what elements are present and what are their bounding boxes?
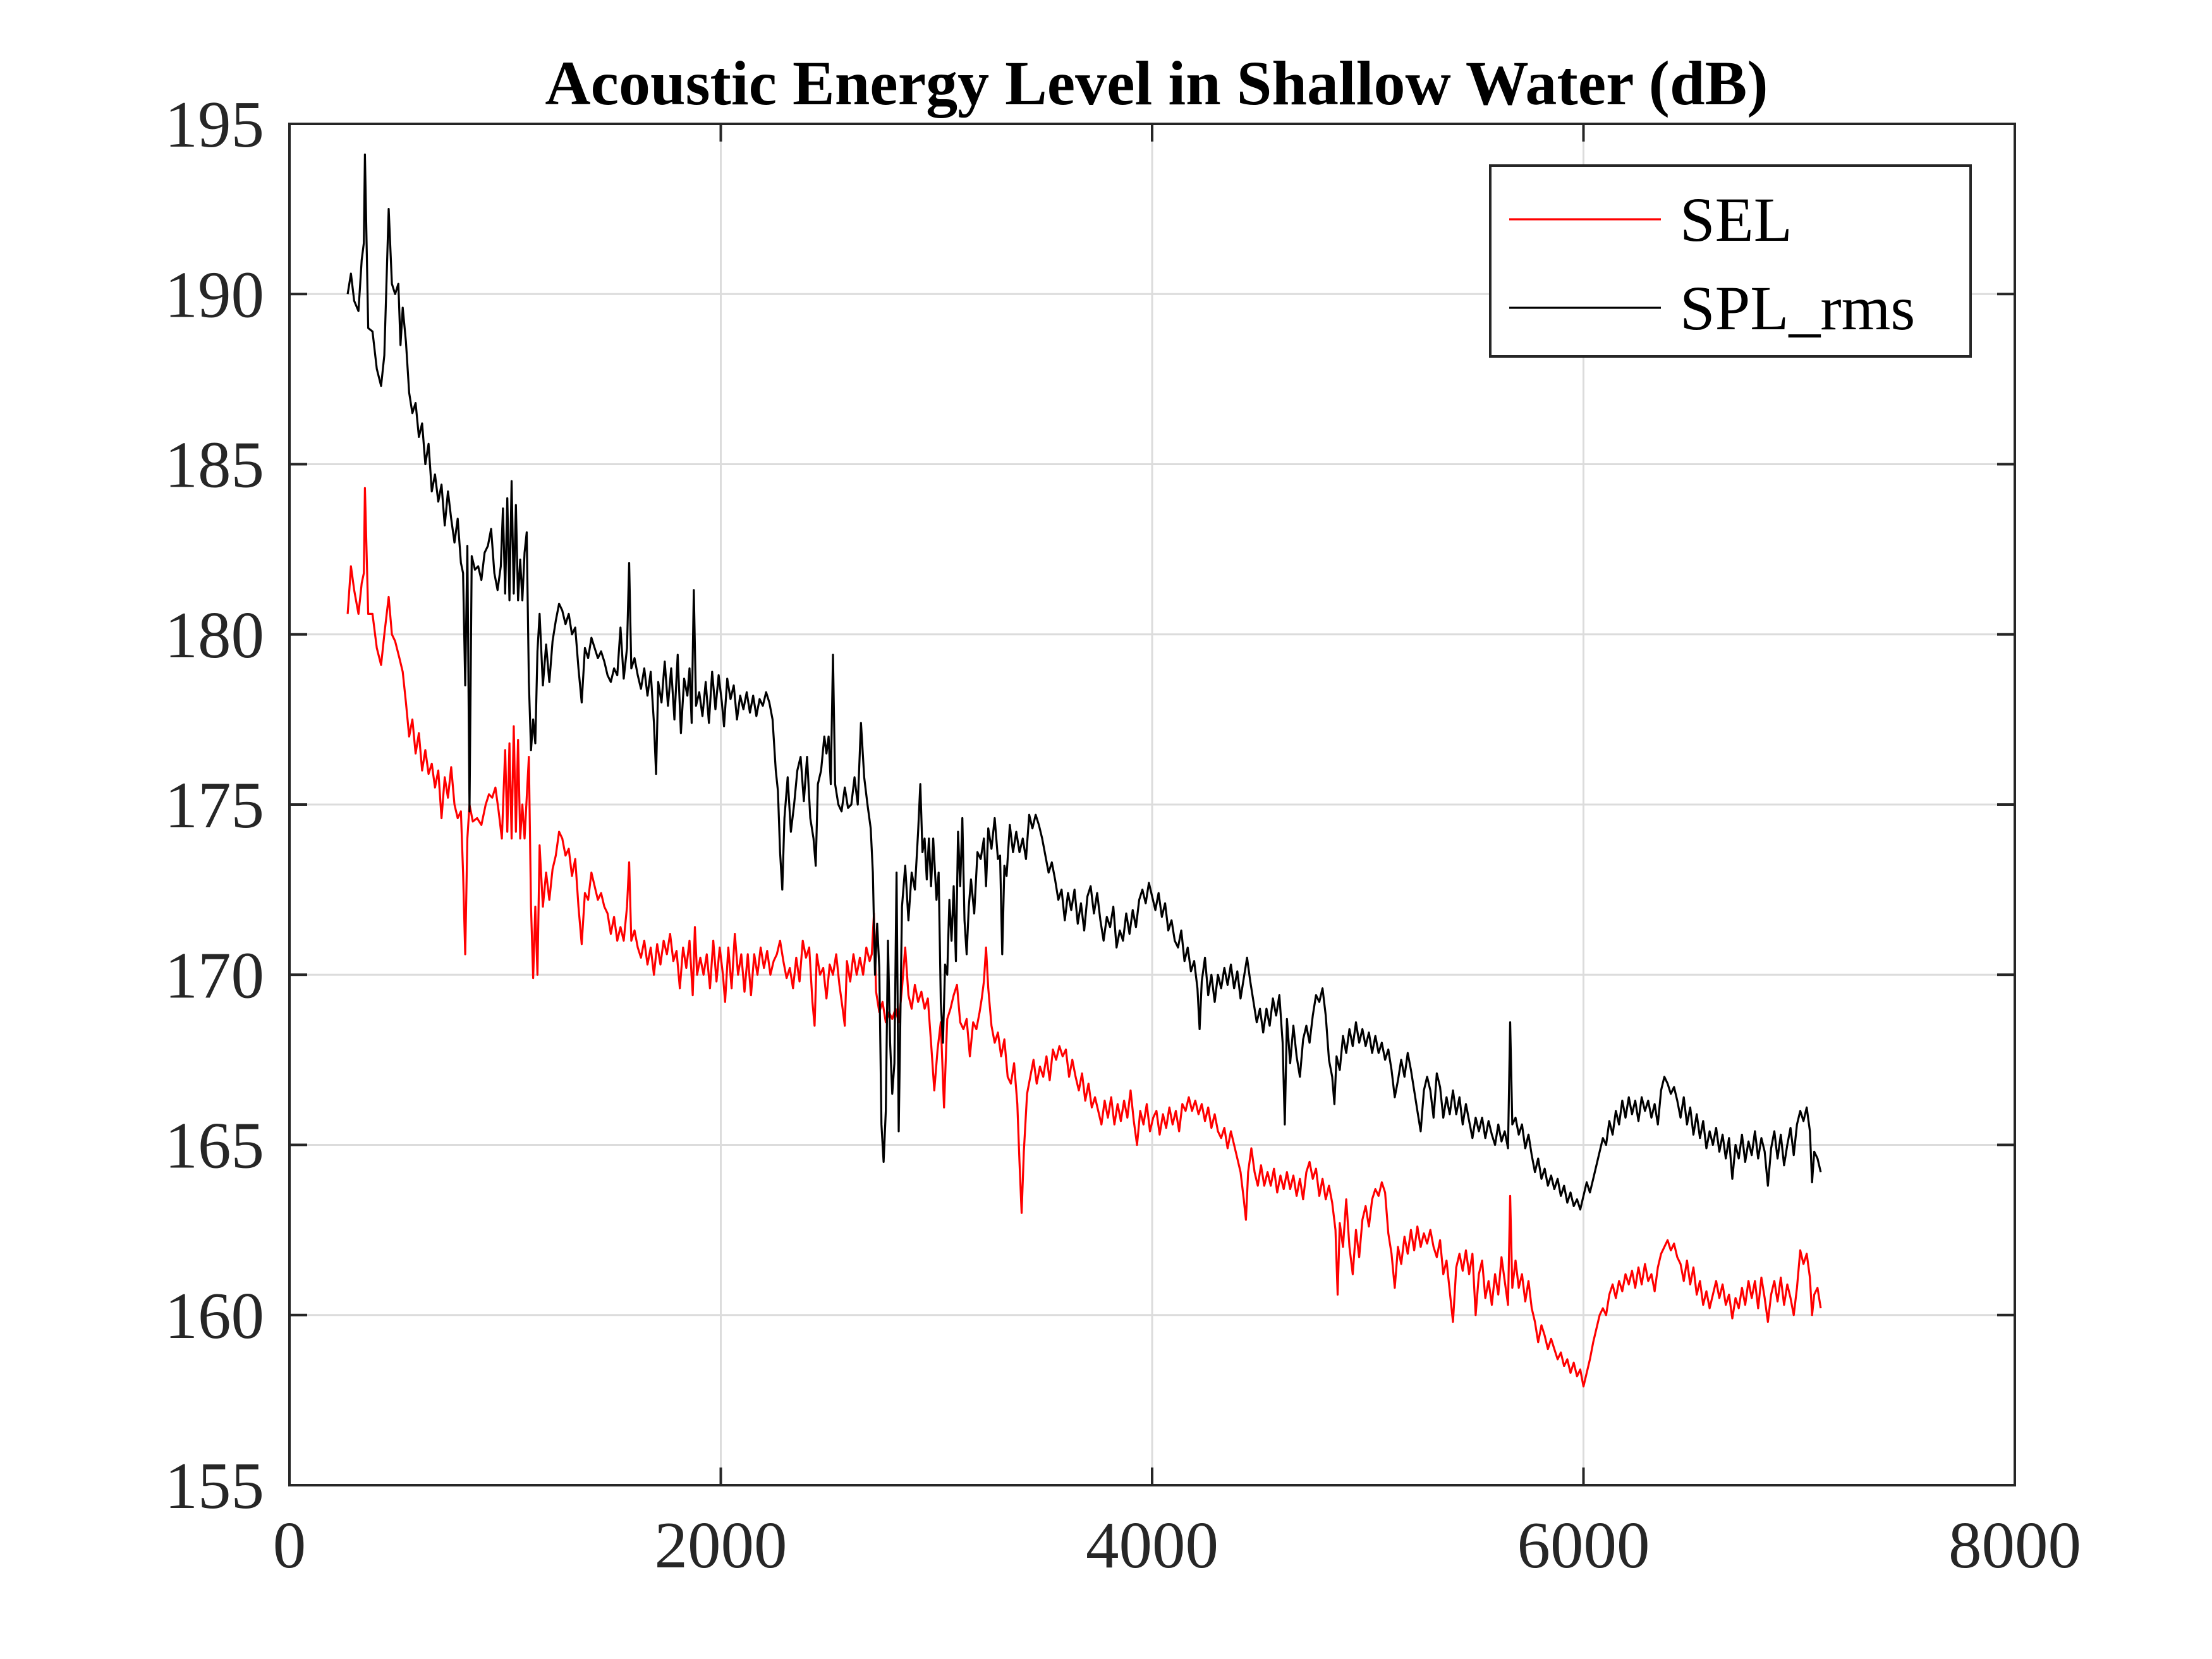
- y-tick-label: 155: [165, 1449, 265, 1522]
- x-tick-label: 0: [273, 1508, 307, 1582]
- y-tick-label: 195: [165, 87, 265, 161]
- series-group: [346, 153, 1822, 1388]
- legend-label: SPL_rms: [1680, 273, 1915, 343]
- x-tick-label: 2000: [655, 1508, 787, 1582]
- y-tick-label: 175: [165, 768, 265, 842]
- y-tick-label: 165: [165, 1109, 265, 1182]
- legend: SEL SPL_rms: [1489, 164, 1972, 358]
- y-tick-label: 185: [165, 428, 265, 502]
- legend-box: [1489, 164, 1972, 358]
- y-tick-label: 180: [165, 598, 265, 672]
- legend-label: SEL: [1680, 185, 1792, 255]
- x-tick-label: 6000: [1517, 1508, 1650, 1582]
- y-tick-label: 160: [165, 1279, 265, 1352]
- y-tick-label: 190: [165, 257, 265, 331]
- chart-title: Acoustic Energy Level in Shallow Water (…: [545, 48, 1768, 118]
- series-line-spl-rms: [346, 153, 1822, 1211]
- x-tick-label: 4000: [1086, 1508, 1218, 1582]
- x-tick-label: 8000: [1948, 1508, 2081, 1582]
- y-tick-label: 170: [165, 938, 265, 1012]
- axis-ticks: 0 2000 4000 6000 8000 155 160 165 170 175 180 185 19…: [165, 87, 2082, 1582]
- series-line-sel: [346, 487, 1822, 1388]
